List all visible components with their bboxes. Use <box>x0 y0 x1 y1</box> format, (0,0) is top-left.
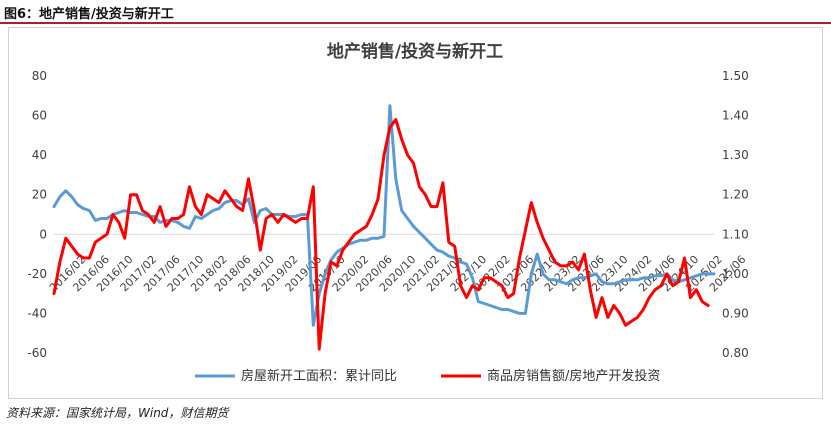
right-tick-label-5: 1.30 <box>722 148 749 162</box>
x-axis: 2016/022016/062016/102017/022017/062017/… <box>47 233 748 294</box>
right-tick-label-7: 1.50 <box>722 69 749 83</box>
chart-svg: 地产销售/投资与新开工 -60 -40 -20 0 20 40 60 80 0.80 0.90 1… <box>27 41 749 384</box>
left-tick-label-4: 20 <box>32 188 47 202</box>
chart-title: 地产销售/投资与新开工 <box>327 41 503 62</box>
chart-frame: 地产销售/投资与新开工 -60 -40 -20 0 20 40 60 80 0.80 0.90 1… <box>8 27 823 399</box>
left-tick-label-6: 60 <box>32 109 47 123</box>
series-line-1 <box>52 118 710 351</box>
right-tick-label-6: 1.40 <box>722 109 749 123</box>
right-tick-label-1: 0.90 <box>722 306 749 320</box>
right-tick-label-3: 1.10 <box>722 227 749 241</box>
right-tick-label-2: 1.00 <box>722 267 749 281</box>
legend-label-red: 商品房销售额/房地产开发投资 <box>487 368 660 384</box>
left-tick-label-7: 80 <box>32 69 47 83</box>
left-axis-ticks: -60 -40 -20 0 20 40 60 80 <box>27 69 47 360</box>
series-lines <box>52 104 716 351</box>
left-tick-label-3: 0 <box>39 227 47 241</box>
left-tick-label-1: -40 <box>27 306 47 320</box>
source-note: 资料来源：国家统计局，Wind，财信期货 <box>6 406 229 420</box>
figure-label: 图6：地产销售/投资与新开工 <box>4 7 174 22</box>
left-tick-label-5: 40 <box>32 148 47 162</box>
header-rule <box>0 22 831 24</box>
legend: 房屋新开工面积：累计同比 商品房销售额/房地产开发投资 <box>195 368 660 384</box>
legend-label-blue: 房屋新开工面积：累计同比 <box>241 368 397 384</box>
right-tick-label-0: 0.80 <box>722 346 749 360</box>
left-tick-label-0: -60 <box>27 346 47 360</box>
left-tick-label-2: -20 <box>27 267 47 281</box>
right-axis-ticks: 0.80 0.90 1.00 1.10 1.20 1.30 1.40 1.50 <box>722 69 749 360</box>
right-tick-label-4: 1.20 <box>722 188 749 202</box>
